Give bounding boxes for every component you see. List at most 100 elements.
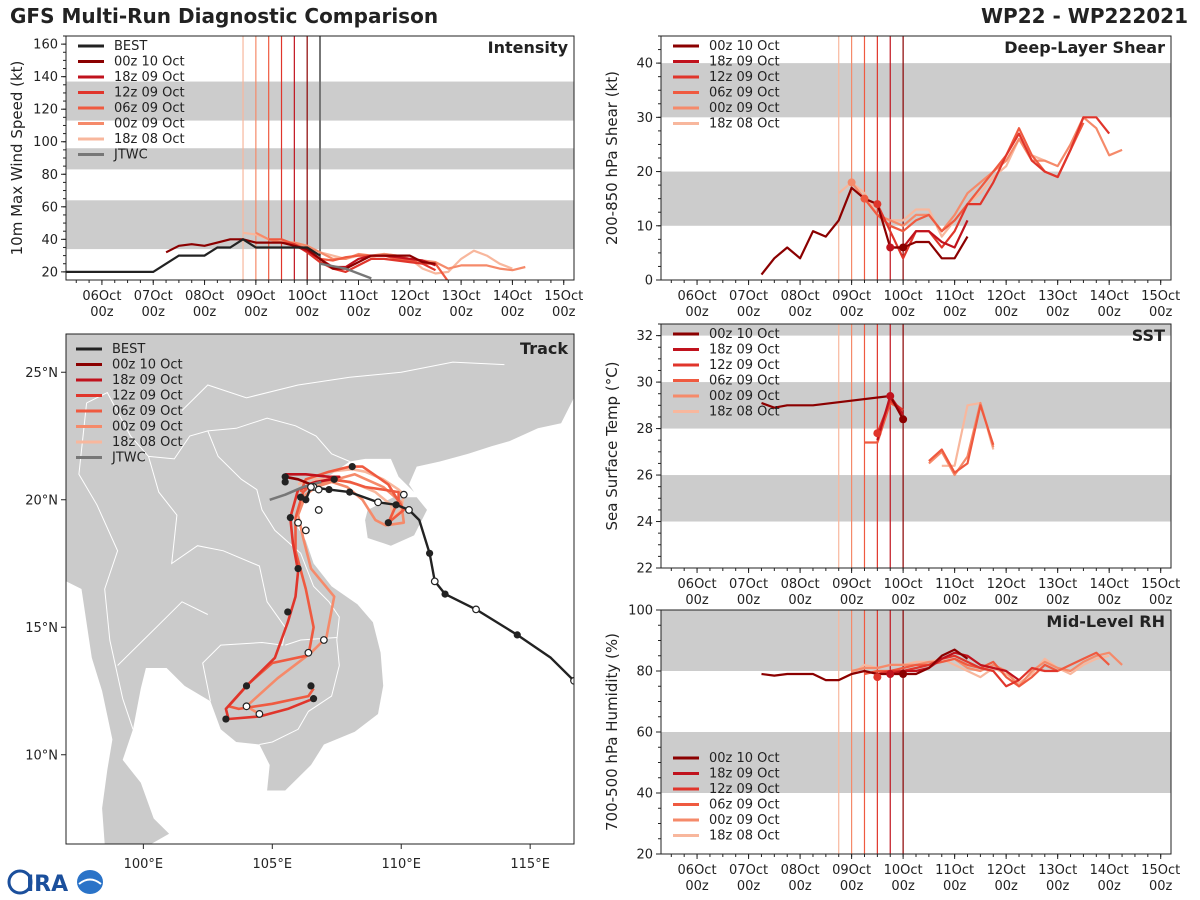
x-tick-sublabel: 00z: [244, 305, 268, 320]
x-tick-sublabel: 00z: [788, 593, 812, 608]
lat-tick-label: 20°N: [25, 493, 58, 508]
series-line-run_18z09: [889, 651, 1020, 681]
x-tick-label: 14Oct: [1090, 863, 1129, 878]
lon-tick-label: 110°E: [381, 857, 421, 872]
legend-label: 18z 09 Oct: [709, 767, 780, 782]
legend-label: 00z 09 Oct: [709, 813, 780, 828]
plot-area: [661, 36, 1171, 280]
init-marker: [899, 670, 908, 679]
y-tick-label: 20: [41, 265, 58, 280]
x-tick-sublabel: 00z: [840, 879, 864, 894]
best-marker-filled: [346, 488, 354, 496]
x-tick-label: 06Oct: [678, 289, 717, 304]
track-marker-open: [304, 648, 313, 657]
x-tick-sublabel: 00z: [788, 879, 812, 894]
panel-title: Track: [520, 339, 568, 358]
init-marker: [899, 415, 908, 424]
legend-label: 12z 09 Oct: [709, 70, 780, 85]
x-tick-label: 06Oct: [82, 289, 121, 304]
x-tick-sublabel: 00z: [943, 593, 967, 608]
x-tick-label: 12Oct: [987, 577, 1026, 592]
x-tick-sublabel: 00z: [737, 593, 761, 608]
x-tick-label: 10Oct: [884, 289, 923, 304]
legend-label: 00z 09 Oct: [114, 117, 185, 132]
threshold-band: [661, 63, 1171, 118]
track-marker-open: [301, 526, 310, 535]
x-tick-sublabel: 00z: [552, 305, 576, 320]
x-tick-sublabel: 00z: [193, 305, 217, 320]
y-tick-label: 20: [636, 165, 653, 180]
plot-area: [66, 36, 574, 280]
y-tick-label: 22: [636, 562, 653, 577]
x-tick-label: 09Oct: [832, 577, 871, 592]
legend-label: 12z 09 Oct: [709, 358, 780, 373]
legend-label: JTWC: [111, 451, 146, 466]
x-tick-label: 08Oct: [781, 577, 820, 592]
track-line-run_18z09: [285, 472, 341, 486]
y-tick-label: 40: [636, 57, 653, 72]
y-tick-label: 80: [41, 168, 58, 183]
y-tick-label: 140: [33, 70, 58, 85]
map-area: [66, 334, 574, 844]
legend-label: 00z 10 Oct: [709, 751, 780, 766]
legend-label: 06z 09 Oct: [709, 798, 780, 813]
legend-label: 00z 09 Oct: [709, 101, 780, 116]
x-tick-label: 12Oct: [987, 863, 1026, 878]
map-frame: [65, 333, 575, 845]
x-tick-label: 11Oct: [935, 577, 974, 592]
x-tick-sublabel: 00z: [994, 593, 1018, 608]
legend-label: 06z 09 Oct: [709, 374, 780, 389]
track-marker-open: [399, 490, 408, 499]
x-tick-sublabel: 00z: [1097, 879, 1121, 894]
lon-tick-label: 105°E: [253, 857, 293, 872]
best-marker-open: [570, 676, 574, 685]
y-tick-label: 40: [41, 233, 58, 248]
legend-label: 00z 10 Oct: [709, 39, 780, 54]
best-track-line: [66, 237, 321, 273]
legend-label: 12z 09 Oct: [114, 86, 185, 101]
lon-tick-label: 115°E: [510, 857, 550, 872]
x-tick-sublabel: 00z: [1097, 593, 1121, 608]
x-tick-label: 09Oct: [832, 289, 871, 304]
best-marker-filled: [392, 501, 400, 509]
legend-label: 00z 10 Oct: [112, 358, 183, 373]
x-tick-label: 08Oct: [781, 863, 820, 878]
x-tick-sublabel: 00z: [840, 305, 864, 320]
panel-title: Intensity: [488, 38, 569, 57]
series-line-run_00z09: [851, 651, 1123, 688]
panel-intensity: 2040608010012014016006Oct00z07Oct00z08Oc…: [8, 35, 583, 320]
track-marker-filled: [242, 682, 251, 690]
x-tick-sublabel: 00z: [1046, 305, 1070, 320]
x-tick-sublabel: 00z: [1046, 593, 1070, 608]
x-tick-label: 11Oct: [935, 289, 974, 304]
y-tick-label: 80: [636, 665, 653, 680]
x-tick-sublabel: 00z: [737, 879, 761, 894]
y-tick-label: 26: [636, 469, 653, 484]
legend-label: 18z 08 Oct: [112, 435, 183, 450]
storm-id: WP22 - WP222021: [981, 4, 1188, 28]
legend-label: 18z 09 Oct: [709, 55, 780, 70]
plot-area: [661, 610, 1171, 854]
legend-label: 18z 08 Oct: [709, 117, 780, 132]
y-axis-label: 200-850 hPa Shear (kt): [603, 71, 621, 245]
panel-title: SST: [1132, 326, 1165, 345]
best-marker-open: [472, 605, 480, 614]
best-marker-filled: [441, 590, 449, 598]
x-tick-sublabel: 00z: [994, 879, 1018, 894]
init-marker: [899, 243, 908, 252]
legend-label: 00z 10 Oct: [709, 327, 780, 342]
init-marker: [847, 178, 856, 187]
border-myanmar-thailand: [78, 402, 134, 730]
legend-label: 18z 09 Oct: [112, 373, 183, 388]
best-marker-open: [430, 577, 439, 586]
x-tick-sublabel: 00z: [994, 305, 1018, 320]
track-marker-open: [319, 636, 328, 644]
border-river: [117, 601, 209, 666]
x-tick-sublabel: 00z: [501, 305, 525, 320]
track-marker-filled: [348, 463, 356, 471]
panel-rh: 2040608010006Oct00z07Oct00z08Oct00z09Oct…: [603, 604, 1180, 895]
x-tick-sublabel: 00z: [788, 305, 812, 320]
figure-title: GFS Multi-Run Diagnostic Comparison: [10, 4, 439, 28]
x-tick-label: 08Oct: [185, 289, 224, 304]
